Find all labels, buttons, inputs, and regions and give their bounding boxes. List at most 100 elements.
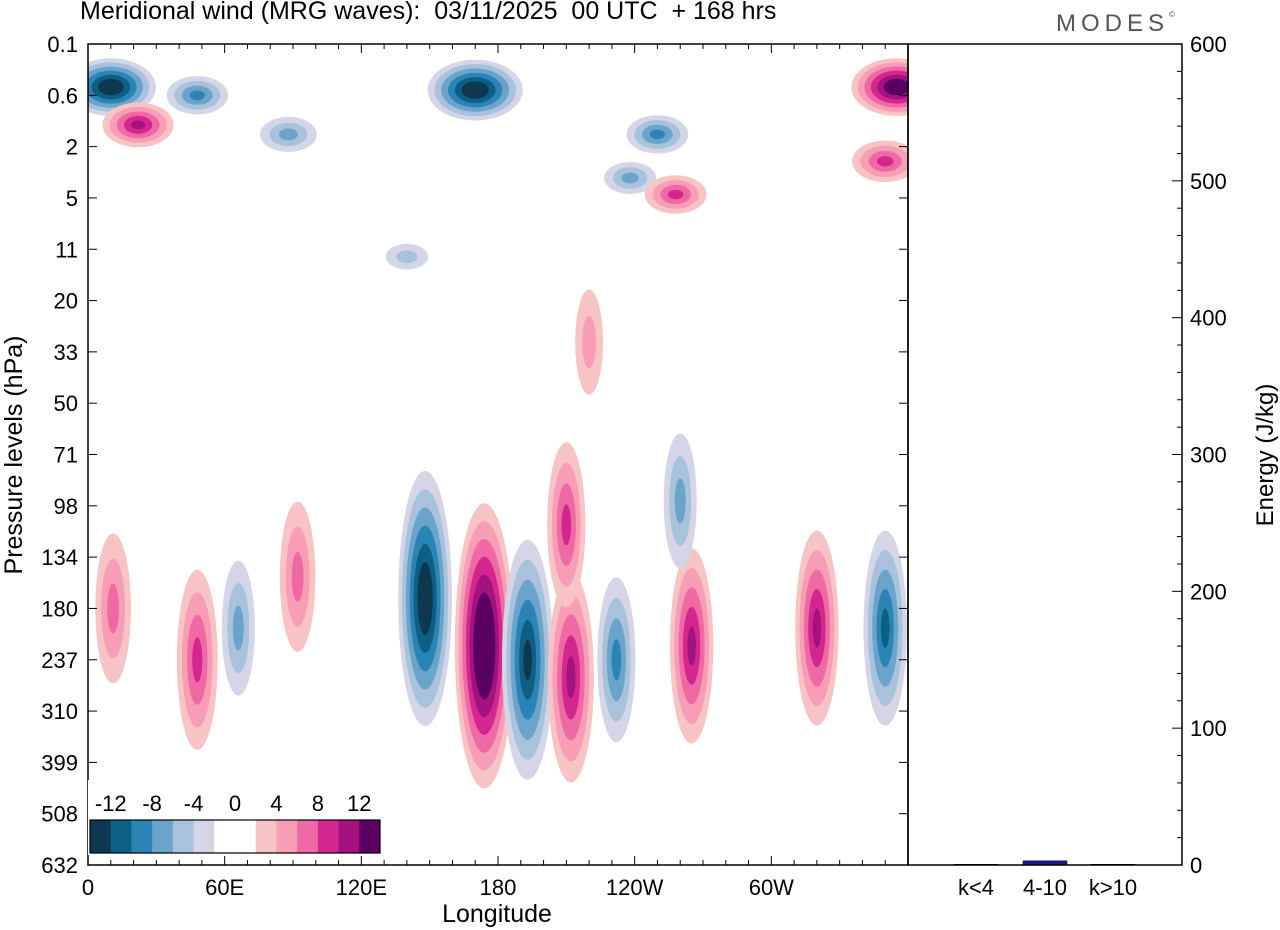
modes-logo: MODES©: [1056, 10, 1175, 37]
contour-band: [291, 551, 304, 602]
colorbar-label: 4: [270, 791, 282, 816]
contour-cell: [663, 433, 697, 569]
contour-cell: [795, 530, 839, 726]
modes-logo-text: MODES: [1056, 10, 1170, 37]
energy-tick-label: 300: [1190, 443, 1227, 468]
contour-cell: [166, 76, 229, 115]
contour-band: [561, 504, 572, 546]
colorbar-swatch: [152, 820, 174, 853]
y-tick-label: 71: [54, 443, 78, 468]
y-tick-label: 508: [41, 802, 78, 827]
contour-cell: [385, 243, 429, 270]
contour-band: [421, 580, 429, 617]
x-axis: 0 60E 120E 180 120W 60W: [82, 44, 909, 900]
colorbar: -12 -8 -4 0 4 8 12: [88, 780, 382, 855]
contour-band: [649, 129, 666, 140]
contour-cell: [669, 548, 714, 744]
contour-band: [621, 172, 639, 184]
y-tick-label: 399: [41, 750, 78, 775]
colorbar-swatch: [172, 820, 194, 853]
contour-cell: [575, 289, 603, 395]
contour-cell: [95, 533, 131, 684]
contour-band: [131, 120, 146, 130]
x-tick-label: 180: [480, 875, 517, 900]
y-tick-label: 98: [54, 494, 78, 519]
colorbar-swatch: [297, 820, 319, 853]
colorbar-swatch: [255, 820, 277, 853]
energy-category-label: k<4: [958, 875, 994, 900]
contour-cell: [176, 569, 218, 750]
contour-band: [396, 250, 418, 264]
contour-band: [468, 85, 483, 95]
contour-band: [189, 90, 205, 101]
energy-panel: 0 100 200 300 400 500 600 k<4 4-10 k>10: [953, 32, 1227, 900]
contour-cell: [427, 59, 523, 121]
x-tick-label: 60W: [749, 875, 794, 900]
energy-tick-label: 400: [1190, 306, 1227, 331]
colorbar-label: -8: [142, 791, 162, 816]
colorbar-frame: [89, 819, 381, 854]
contour-band: [480, 628, 488, 664]
contour-band: [582, 315, 597, 369]
contour-band: [523, 639, 532, 680]
energy-category-label: 4-10: [1023, 875, 1067, 900]
colorbar-label: -12: [95, 791, 127, 816]
colorbar-label: 12: [347, 791, 371, 816]
contour-band: [104, 83, 118, 92]
y-tick-label: 0.6: [47, 83, 78, 108]
energy-tick-label: 200: [1190, 579, 1227, 604]
contour-band: [278, 128, 298, 141]
colorbar-swatch: [276, 820, 298, 853]
energy-tick-label: 100: [1190, 716, 1227, 741]
contour-cell: [597, 577, 636, 743]
contour-cell: [102, 102, 174, 148]
y-tick-label: 2: [66, 135, 78, 160]
contour-band: [192, 637, 203, 683]
y-tick-label: 134: [41, 545, 78, 570]
contour-cell: [454, 503, 514, 789]
contour-cell: [644, 175, 707, 214]
colorbar-swatch: [90, 820, 112, 853]
wind-field: [88, 58, 908, 789]
contour-band: [687, 626, 696, 666]
contour-cell: [626, 115, 689, 154]
y-tick-label: 237: [41, 648, 78, 673]
contour-cell: [221, 560, 255, 696]
energy-tick-label: 600: [1190, 32, 1227, 57]
energy-tick-label: 0: [1190, 853, 1202, 878]
contour-band: [611, 639, 622, 681]
contour-band: [890, 83, 904, 92]
contour-cell: [604, 162, 657, 194]
y-tick-label: 180: [41, 596, 78, 621]
colorbar-swatch: [338, 820, 360, 853]
y-axis-label: Pressure levels (hPa): [0, 336, 28, 575]
colorbar-label: 0: [229, 791, 241, 816]
x-axis-label: Longitude: [442, 900, 552, 928]
energy-category-label: k>10: [1089, 875, 1137, 900]
energy-tick-label: 500: [1190, 169, 1227, 194]
y-axis: 0.1 0.6 2 5 11 20 33 50 71 98 134 180 237 310 399 508 63…: [41, 32, 908, 878]
colorbar-label: -4: [184, 791, 204, 816]
contour-band: [812, 608, 822, 648]
contour-band: [876, 156, 894, 167]
colorbar-swatch: [214, 820, 236, 853]
contour-cell: [260, 116, 317, 152]
y-tick-label: 0.1: [47, 32, 78, 57]
y-tick-label: 20: [54, 289, 78, 314]
y-tick-label: 310: [41, 699, 78, 724]
y-tick-label: 50: [54, 391, 78, 416]
y-tick-label: 33: [54, 340, 78, 365]
contour-band: [232, 605, 244, 651]
contour-cell: [501, 539, 554, 780]
contour-cell: [398, 471, 452, 726]
colorbar-label: 8: [312, 791, 324, 816]
contour-band: [668, 189, 684, 200]
colorbar-swatch: [235, 820, 257, 853]
colorbar-swatch: [359, 820, 381, 853]
contour-cell: [851, 58, 908, 116]
energy-axis-label: Energy (J/kg): [1252, 384, 1279, 527]
contour-band: [674, 478, 686, 524]
y-tick-label: 11: [55, 237, 78, 262]
y-tick-label: 632: [41, 853, 78, 878]
